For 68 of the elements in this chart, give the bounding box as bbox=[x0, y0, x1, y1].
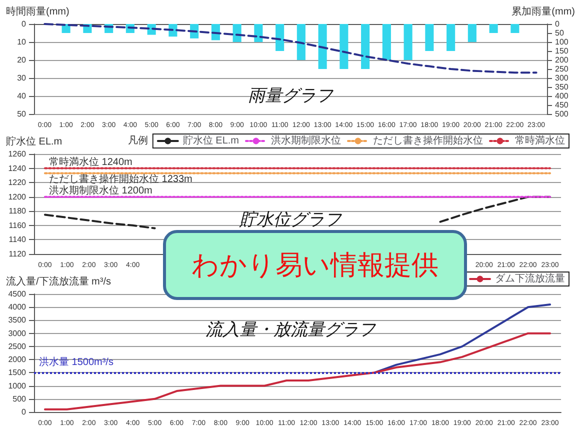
annotation: わかり易い情報提供 bbox=[163, 230, 467, 300]
y-tick-label: 1240 bbox=[8, 164, 27, 173]
y-tick-label: 3000 bbox=[8, 328, 27, 338]
y-tick-label: 1220 bbox=[8, 178, 27, 188]
y-axis-title: 貯水位 EL.m bbox=[6, 136, 62, 148]
y-tick-label: 20 bbox=[17, 56, 27, 64]
y-tick-label: 2000 bbox=[8, 355, 27, 364]
ref-line-label: 洪水量 1500m³/s bbox=[39, 356, 114, 368]
bar bbox=[489, 24, 498, 33]
y-tick-label: 40 bbox=[17, 92, 27, 100]
y-tick-label: 2500 bbox=[8, 342, 27, 351]
annotation: ただし書き操作開始水位 1233m bbox=[48, 172, 192, 185]
y-tick-label: 1000 bbox=[8, 381, 27, 390]
y-axis-title: 流入量/下流放流量 m³/s bbox=[6, 276, 111, 288]
bar bbox=[425, 24, 434, 51]
y2-tick-label: 250 bbox=[555, 64, 569, 74]
bar bbox=[340, 24, 348, 69]
legend-label: ただし書き操作開始水位 bbox=[373, 134, 483, 146]
y-tick-label: 30 bbox=[17, 74, 27, 82]
legend-title: 凡例 bbox=[128, 136, 148, 146]
legend-label: 常時満水位 bbox=[515, 134, 565, 146]
y2-tick-label: 200 bbox=[555, 56, 569, 64]
bar bbox=[468, 24, 476, 42]
text: 雨量グラフ bbox=[248, 86, 334, 105]
y2-tick-label: 400 bbox=[555, 92, 569, 100]
y2-tick-label: 150 bbox=[555, 46, 569, 56]
bar bbox=[382, 24, 391, 60]
bar bbox=[446, 24, 456, 51]
y2-tick-label: 100 bbox=[555, 38, 569, 46]
y2-axis-title: 累加雨量(mm) bbox=[512, 6, 575, 18]
bar bbox=[404, 24, 412, 60]
y-tick-label: 0 bbox=[22, 20, 27, 28]
y-tick-label: 1120 bbox=[8, 250, 27, 258]
legend-label: 洪水期制限水位 bbox=[271, 134, 341, 146]
y-tick-label: 1140 bbox=[8, 235, 27, 244]
y2-tick-label: 0 bbox=[555, 20, 560, 28]
bar bbox=[254, 24, 263, 42]
text: 流入量・放流量グラフ bbox=[206, 320, 376, 339]
line-series bbox=[44, 23, 538, 74]
bar bbox=[296, 24, 306, 60]
y-tick-label: 1180 bbox=[8, 206, 27, 216]
annotation: 常時満水位 1240m bbox=[48, 156, 132, 168]
bar bbox=[510, 24, 520, 33]
legend-label: 貯水位 EL.m bbox=[182, 134, 240, 146]
y-tick-label: 0 bbox=[22, 408, 27, 416]
y2-tick-label: 50 bbox=[555, 28, 564, 38]
y2-tick-label: 300 bbox=[555, 74, 569, 82]
bar bbox=[232, 24, 242, 42]
y-tick-label: 1160 bbox=[8, 220, 27, 230]
y-tick-label: 4000 bbox=[8, 302, 27, 312]
bar bbox=[361, 24, 370, 69]
y-tick-label: 3500 bbox=[8, 316, 27, 325]
y-tick-label: 1200 bbox=[8, 192, 27, 202]
legend-label: ダム下流放流量 bbox=[495, 272, 565, 284]
bar bbox=[276, 24, 284, 51]
y-tick-label: 10 bbox=[17, 38, 27, 46]
bar bbox=[318, 24, 327, 69]
y-axis-title: 時間雨量(mm) bbox=[6, 6, 70, 18]
y-tick-label: 1260 bbox=[8, 150, 27, 158]
y2-tick-label: 350 bbox=[555, 82, 569, 92]
y-tick-label: 4500 bbox=[8, 290, 27, 298]
text: 貯水位グラフ bbox=[238, 210, 342, 229]
y-tick-label: 50 bbox=[17, 110, 27, 118]
y2-tick-label: 450 bbox=[555, 100, 569, 110]
annotation: 洪水期制限水位 1200m bbox=[48, 184, 152, 196]
y-tick-label: 500 bbox=[12, 394, 27, 404]
y2-tick-label: 500 bbox=[555, 110, 569, 118]
y-tick-label: 1500 bbox=[8, 368, 27, 378]
